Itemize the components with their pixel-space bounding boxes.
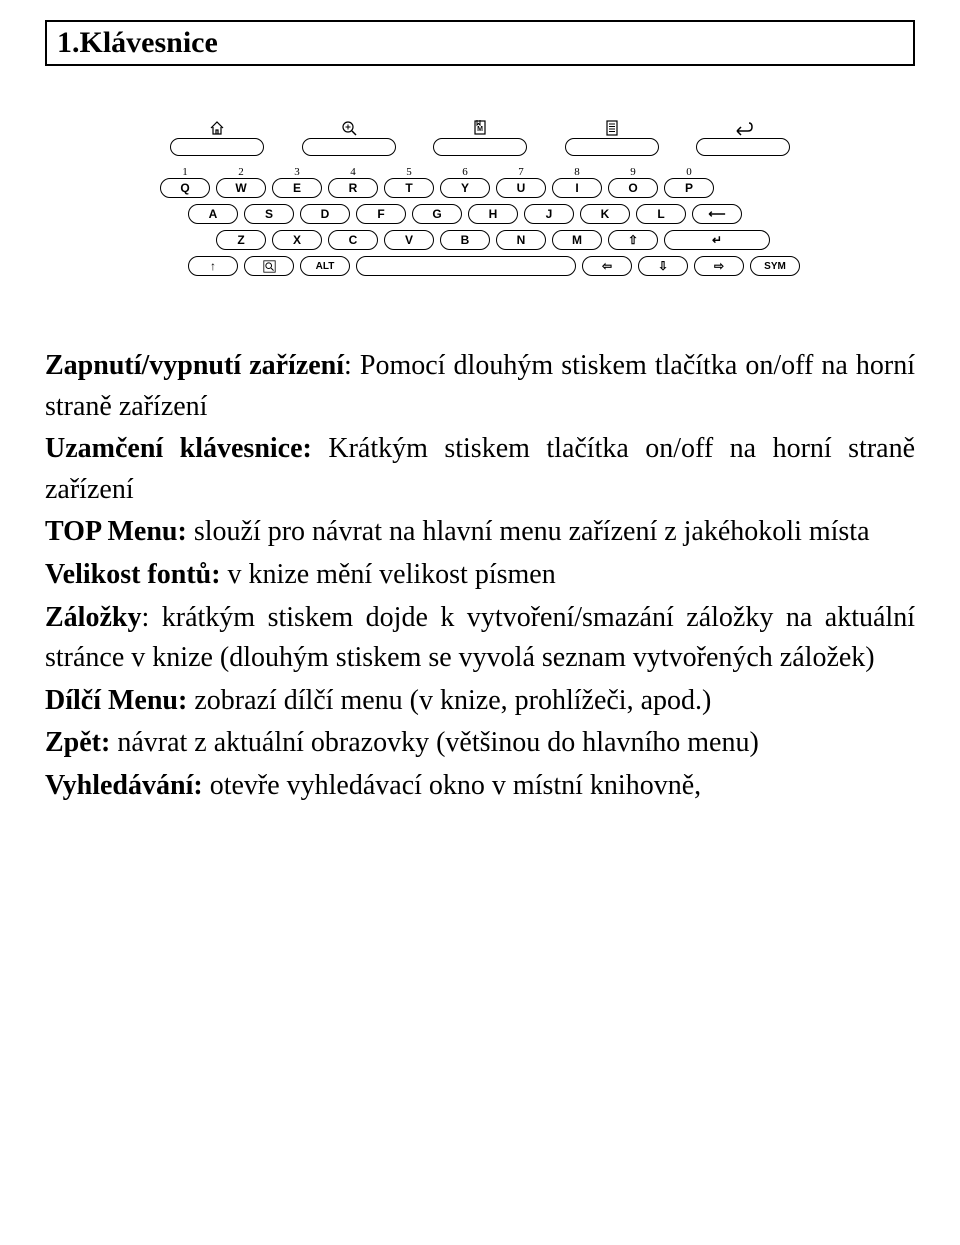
- key-left: ⇦: [582, 256, 632, 276]
- key-i: 8I: [552, 166, 602, 198]
- key-w: 2W: [216, 166, 266, 198]
- key-d: D: [300, 204, 350, 224]
- zoom-icon: [341, 116, 357, 136]
- key-z: Z: [216, 230, 266, 250]
- definition-line: TOP Menu: slouží pro návrat na hlavní me…: [45, 512, 915, 553]
- definition-text: návrat z aktuální obrazovky (většinou do…: [110, 727, 758, 758]
- key-q: 1Q: [160, 166, 210, 198]
- definition-line: Dílčí Menu: zobrazí dílčí menu (v knize,…: [45, 681, 915, 722]
- key-g: G: [412, 204, 462, 224]
- key-y: 6Y: [440, 166, 490, 198]
- fkey-back: [696, 116, 790, 156]
- keyboard-diagram: M 1Q2W3E4R5T6Y7U8I9O0P ASDFGHJKL ⟵ ZXCVBN…: [160, 116, 800, 276]
- definition-line: Záložky: krátkým stiskem dojde k vytvoře…: [45, 598, 915, 679]
- key-shift: ⇧: [608, 230, 658, 250]
- key-sym: SYM: [750, 256, 800, 276]
- definition-term: Dílčí Menu:: [45, 685, 187, 716]
- fkey-bookmark: M: [433, 116, 527, 156]
- function-row: M: [160, 116, 800, 156]
- menu-list-icon: [605, 116, 619, 136]
- definition-term: TOP Menu:: [45, 516, 187, 547]
- definition-term: Zpět:: [45, 727, 110, 758]
- definition-line: Zpět: návrat z aktuální obrazovky (větši…: [45, 723, 915, 764]
- key-n: N: [496, 230, 546, 250]
- definition-term: Vyhledávání:: [45, 770, 203, 801]
- definition-line: Velikost fontů: v knize mění velikost pí…: [45, 555, 915, 596]
- key-u: 7U: [496, 166, 546, 198]
- key-p: 0P: [664, 166, 714, 198]
- definition-term: Velikost fontů:: [45, 559, 221, 590]
- key-enter: ↵: [664, 230, 770, 250]
- key-up: ↑: [188, 256, 238, 276]
- definition-line: Uzamčení klávesnice: Krátkým stiskem tla…: [45, 429, 915, 510]
- key-f: F: [356, 204, 406, 224]
- definitions-block: Zapnutí/vypnutí zařízení: Pomocí dlouhým…: [45, 346, 915, 807]
- definition-term: Záložky: [45, 602, 141, 633]
- key-l: L: [636, 204, 686, 224]
- key-j: J: [524, 204, 574, 224]
- key-search: [244, 256, 294, 276]
- key-space: [356, 256, 576, 276]
- z-row: ZXCVBNM ⇧ ↵: [216, 230, 800, 250]
- key-backspace: ⟵: [692, 204, 742, 224]
- key-alt: ALT: [300, 256, 350, 276]
- key-m: M: [552, 230, 602, 250]
- key-k: K: [580, 204, 630, 224]
- definition-line: Zapnutí/vypnutí zařízení: Pomocí dlouhým…: [45, 346, 915, 427]
- key-s: S: [244, 204, 294, 224]
- key-down: ⇩: [638, 256, 688, 276]
- definition-term: Zapnutí/vypnutí zařízení: [45, 350, 344, 381]
- qwerty-row: 1Q2W3E4R5T6Y7U8I9O0P: [160, 166, 800, 198]
- a-row: ASDFGHJKL ⟵: [188, 204, 800, 224]
- definition-line: Vyhledávání: otevře vyhledávací okno v m…: [45, 766, 915, 807]
- key-e: 3E: [272, 166, 322, 198]
- back-arrow-icon: [733, 116, 753, 136]
- key-r: 4R: [328, 166, 378, 198]
- fkey-home: [170, 116, 264, 156]
- home-icon: [209, 116, 225, 136]
- definition-text: v knize mění velikost písmen: [221, 559, 556, 590]
- bookmark-m-icon: M: [473, 116, 487, 136]
- fkey-zoom: [302, 116, 396, 156]
- key-b: B: [440, 230, 490, 250]
- key-h: H: [468, 204, 518, 224]
- section-title: 1.Klávesnice: [57, 26, 903, 60]
- key-c: C: [328, 230, 378, 250]
- definition-text: : krátkým stiskem dojde k vytvoření/smaz…: [45, 602, 915, 674]
- definition-term: Uzamčení klávesnice:: [45, 433, 312, 464]
- key-x: X: [272, 230, 322, 250]
- svg-text:M: M: [477, 126, 483, 133]
- key-right: ⇨: [694, 256, 744, 276]
- key-a: A: [188, 204, 238, 224]
- key-t: 5T: [384, 166, 434, 198]
- definition-text: otevře vyhledávací okno v místní knihovn…: [203, 770, 701, 801]
- definition-text: slouží pro návrat na hlavní menu zařízen…: [187, 516, 870, 547]
- key-o: 9O: [608, 166, 658, 198]
- fkey-menu: [565, 116, 659, 156]
- bottom-row: ↑ ALT ⇦ ⇩ ⇨ SYM: [188, 256, 800, 276]
- key-v: V: [384, 230, 434, 250]
- section-title-box: 1.Klávesnice: [45, 20, 915, 66]
- definition-text: zobrazí dílčí menu (v knize, prohlížeči,…: [187, 685, 711, 716]
